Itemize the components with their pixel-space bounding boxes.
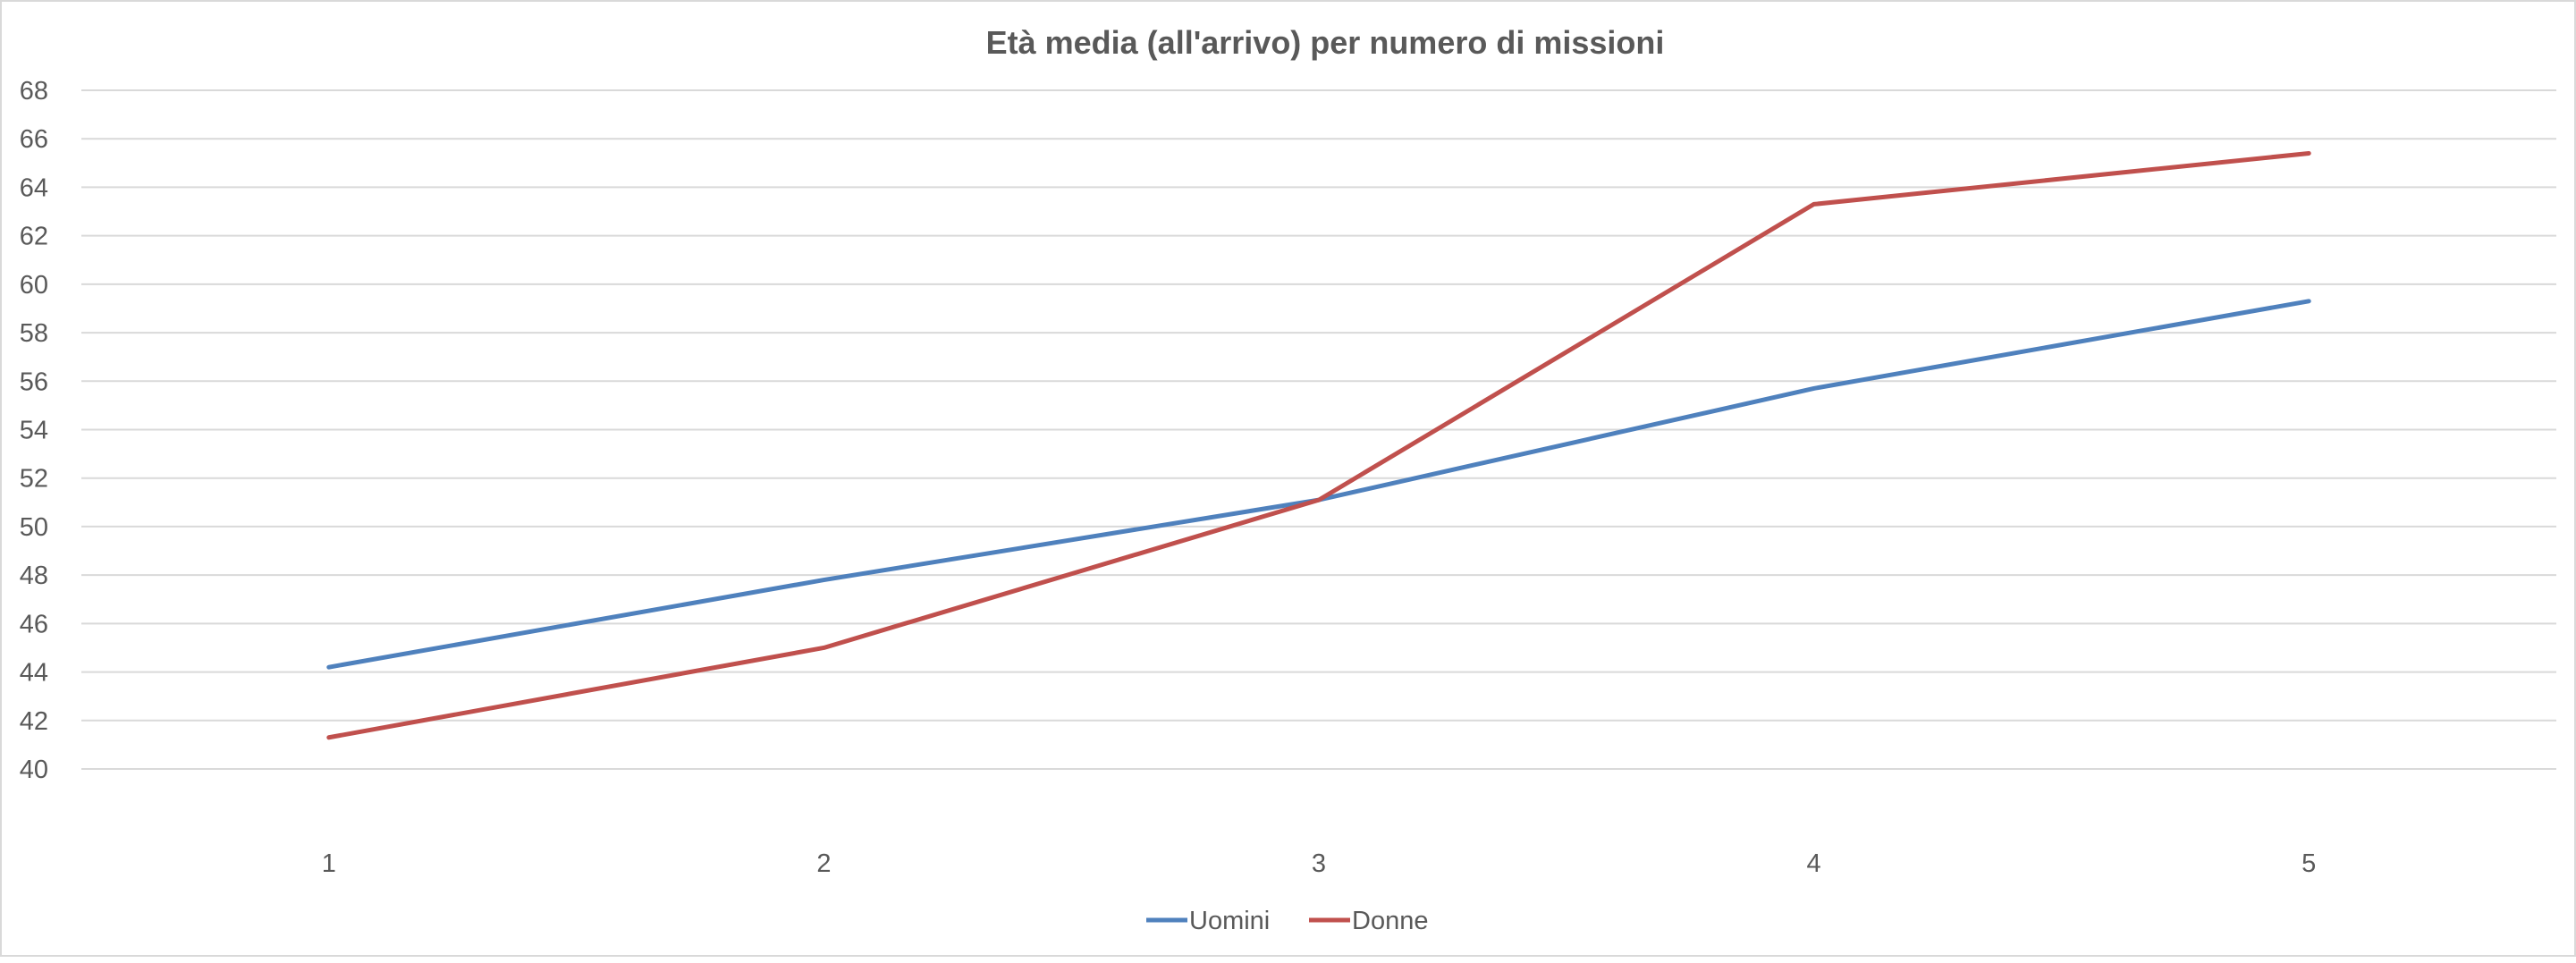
- y-tick-label: 50: [20, 513, 48, 542]
- y-tick-label: 40: [20, 756, 48, 784]
- y-tick-label: 64: [20, 173, 48, 202]
- y-tick-label: 54: [20, 417, 48, 445]
- series-line-uomini: [329, 301, 2309, 667]
- legend-item-uomini: Uomini: [1146, 907, 1270, 935]
- legend-item-donne: Donne: [1309, 907, 1428, 935]
- y-tick-label: 58: [20, 319, 48, 348]
- y-tick-label: 44: [20, 659, 48, 688]
- y-axis-ticks: 40 42 44 46 48 50 52 54 56 58 60 62 64 66 68: [20, 77, 48, 784]
- x-tick-label: 5: [2302, 849, 2316, 878]
- x-axis-ticks: 1 2 3 4 5: [322, 849, 2317, 878]
- y-tick-label: 66: [20, 125, 48, 154]
- legend-label: Donne: [1352, 907, 1428, 935]
- y-tick-label: 42: [20, 707, 48, 736]
- x-tick-label: 2: [816, 849, 831, 878]
- series-lines: [329, 153, 2310, 737]
- gridlines: [81, 90, 2556, 769]
- x-tick-label: 1: [322, 849, 336, 878]
- y-tick-label: 56: [20, 367, 48, 396]
- y-tick-label: 52: [20, 465, 48, 494]
- y-tick-label: 46: [20, 610, 48, 638]
- legend-label: Uomini: [1189, 907, 1270, 935]
- y-tick-label: 62: [20, 223, 48, 251]
- y-tick-label: 68: [20, 77, 48, 106]
- y-tick-label: 60: [20, 271, 48, 300]
- x-tick-label: 4: [1807, 849, 1821, 878]
- legend: Uomini Donne: [1146, 907, 1428, 935]
- y-tick-label: 48: [20, 562, 48, 590]
- series-line-donne: [329, 153, 2309, 737]
- x-tick-label: 3: [1312, 849, 1326, 878]
- chart-title: Età media (all'arrivo) per numero di mis…: [986, 24, 1665, 61]
